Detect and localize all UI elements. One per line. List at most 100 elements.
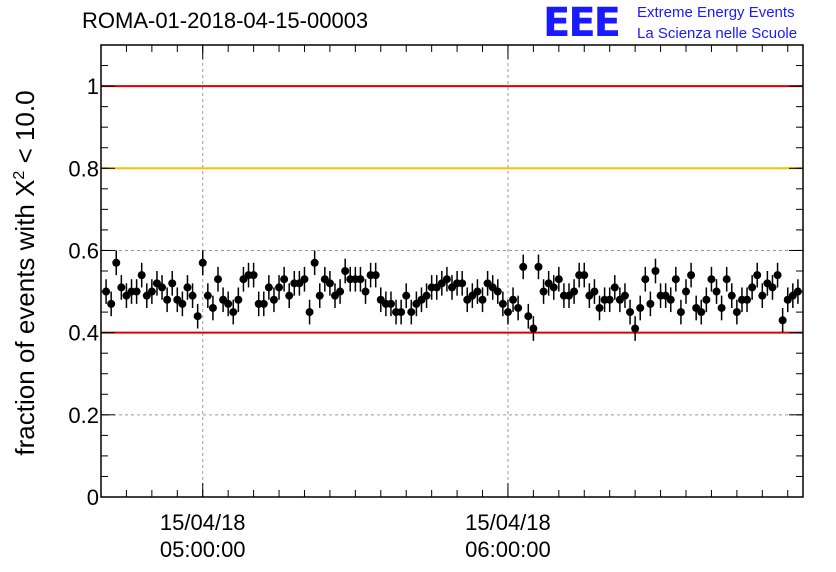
data-point	[112, 258, 121, 267]
data-point	[315, 291, 324, 300]
data-point	[305, 308, 314, 317]
data-point	[707, 275, 716, 284]
data-point	[595, 303, 604, 312]
data-point	[697, 308, 706, 317]
data-point	[478, 295, 487, 304]
data-point	[768, 283, 777, 292]
data-point	[442, 275, 451, 284]
data-point	[503, 308, 512, 317]
data-point	[646, 299, 655, 308]
data-point	[743, 295, 752, 304]
data-point	[264, 283, 273, 292]
data-point	[702, 295, 711, 304]
data-point	[422, 291, 431, 300]
y-tick-label: 0.8	[68, 156, 99, 181]
data-point	[259, 299, 268, 308]
data-point	[666, 295, 675, 304]
data-point	[137, 271, 146, 280]
data-point	[519, 262, 528, 271]
data-point	[402, 291, 411, 300]
data-point	[371, 271, 380, 280]
data-point	[753, 271, 762, 280]
data-point	[534, 262, 543, 271]
data-point	[570, 287, 579, 296]
data-point	[758, 291, 767, 300]
data-point	[620, 291, 629, 300]
data-point	[722, 275, 731, 284]
y-axis-label: fraction of events with X2 < 10.0	[10, 90, 40, 455]
data-point	[178, 299, 187, 308]
data-point	[183, 283, 192, 292]
data-point	[280, 275, 289, 284]
data-point	[285, 291, 294, 300]
data-point	[386, 299, 395, 308]
data-point	[641, 275, 650, 284]
data-series	[102, 250, 802, 341]
y-axis-label-superscript: 2	[11, 171, 28, 180]
data-point	[234, 295, 243, 304]
logo-line-1: Extreme Energy Events	[637, 4, 795, 21]
y-tick-label: 0	[87, 485, 99, 510]
data-point	[580, 271, 589, 280]
data-point	[473, 287, 482, 296]
data-point	[778, 316, 787, 325]
data-point	[107, 299, 116, 308]
data-point	[727, 291, 736, 300]
data-point	[300, 275, 309, 284]
data-point	[193, 312, 202, 321]
data-point	[610, 283, 619, 292]
data-point	[529, 324, 538, 333]
data-point	[163, 295, 172, 304]
data-point	[590, 287, 599, 296]
data-point	[605, 295, 614, 304]
data-point	[132, 287, 141, 296]
data-point	[732, 308, 741, 317]
data-point	[773, 271, 782, 280]
data-point	[748, 283, 757, 292]
data-point	[407, 308, 416, 317]
data-point	[793, 287, 802, 296]
data-point	[671, 275, 680, 284]
data-point	[509, 295, 518, 304]
data-point	[631, 324, 640, 333]
x-tick-label-time: 06:00:00	[465, 537, 551, 562]
data-point	[249, 271, 258, 280]
data-point	[687, 271, 696, 280]
data-point	[651, 267, 660, 275]
chart-title: ROMA-01-2018-04-15-00003	[82, 8, 369, 33]
data-point	[229, 308, 238, 317]
data-point	[275, 283, 284, 292]
data-point	[361, 287, 370, 296]
data-point	[676, 308, 685, 317]
y-axis-label-main: fraction of events with X	[10, 180, 40, 456]
data-point	[717, 303, 726, 312]
x-tick-label-time: 05:00:00	[160, 537, 246, 562]
data-point	[682, 287, 690, 296]
data-point	[636, 303, 645, 312]
data-point	[498, 299, 507, 308]
data-point	[147, 287, 156, 296]
data-point	[117, 283, 126, 292]
eee-logo: EEE	[543, 0, 621, 46]
data-point	[269, 295, 278, 304]
x-tick-label-date: 15/04/18	[160, 510, 246, 535]
data-point	[325, 279, 334, 288]
data-point	[493, 287, 502, 296]
data-point	[208, 303, 217, 312]
y-axis-label-tail: < 10.0	[10, 90, 40, 170]
data-point	[524, 312, 533, 321]
data-point	[626, 308, 635, 317]
y-tick-label: 0.4	[68, 321, 99, 346]
data-point	[514, 303, 523, 312]
data-point	[397, 308, 406, 317]
data-point	[458, 279, 467, 288]
logo-line-2: La Scienza nelle Scuole	[637, 25, 798, 42]
data-point	[188, 291, 197, 300]
data-point	[341, 267, 350, 275]
data-point	[539, 287, 548, 296]
data-point	[158, 283, 167, 292]
data-point	[549, 283, 558, 292]
data-point	[224, 299, 233, 308]
data-point	[356, 275, 365, 284]
